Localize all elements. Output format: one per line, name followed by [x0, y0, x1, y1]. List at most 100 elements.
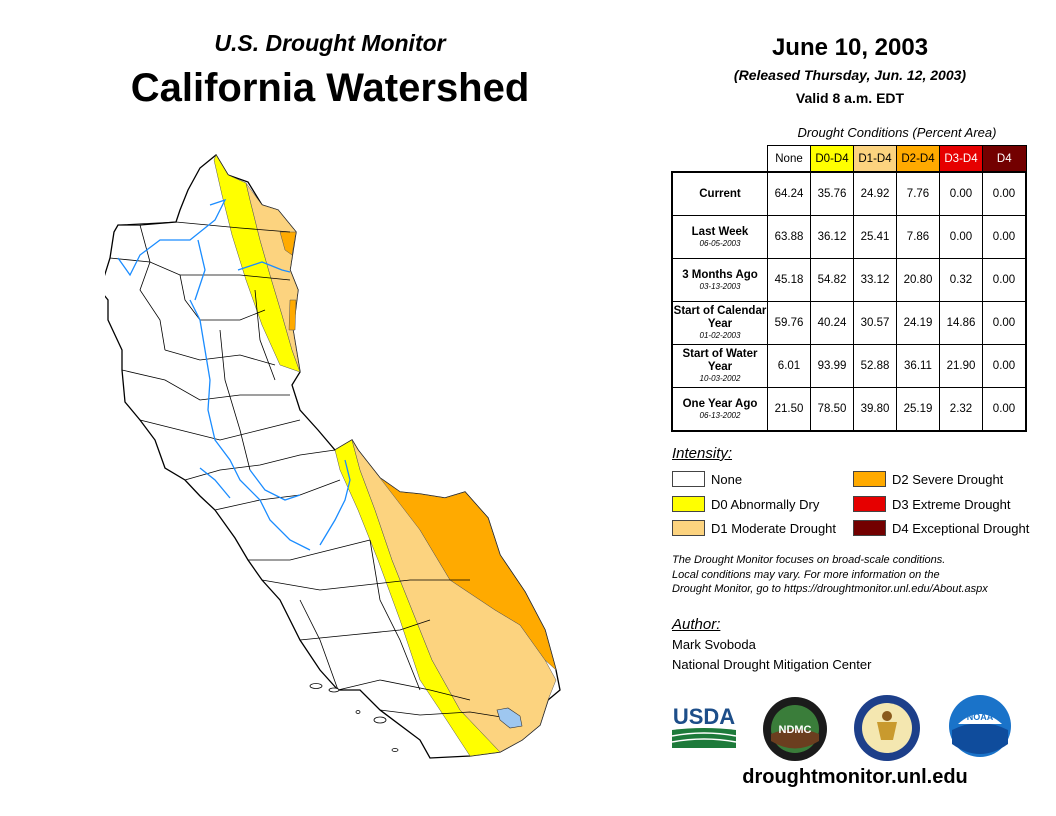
author-org: National Drought Mitigation Center	[672, 657, 872, 672]
table-cell: 7.86	[896, 215, 940, 259]
table-cell: 0.00	[982, 258, 1027, 302]
legend-swatch	[853, 520, 886, 536]
table-cell: 6.01	[767, 344, 811, 388]
table-cell: 21.90	[939, 344, 983, 388]
table-cell: 39.80	[853, 387, 897, 432]
table-cell: 24.92	[853, 171, 897, 216]
table-cell: 14.86	[939, 301, 983, 345]
table-caption: Drought Conditions (Percent Area)	[797, 125, 997, 140]
table-cell: 63.88	[767, 215, 811, 259]
legend-item-d4: D4 Exceptional Drought	[853, 520, 1029, 536]
table-row: 3 Months Ago 03-13-2003 45.18 54.82 33.12 20.…	[671, 258, 1027, 302]
intensity-heading: Intensity:	[672, 445, 733, 462]
svg-text:USDA: USDA	[673, 704, 735, 729]
col-none: None	[767, 145, 811, 173]
table-cell: 30.57	[853, 301, 897, 345]
legend-item-none: None	[672, 471, 742, 487]
channel-islands	[309, 683, 399, 752]
noaa-logo: NOAA	[949, 695, 1011, 757]
table-cell: 64.24	[767, 171, 811, 216]
legend-item-d2: D2 Severe Drought	[853, 471, 1003, 487]
table-cell: 52.88	[853, 344, 897, 388]
table-row: Start of Calendar Year 01-02-2003 59.76 40.…	[671, 301, 1027, 345]
table-cell: 7.76	[896, 171, 940, 216]
table-row: One Year Ago 06-13-2002 21.50 78.50 39.80 25.…	[671, 387, 1027, 432]
table-cell: 59.76	[767, 301, 811, 345]
d2-area-south	[379, 477, 557, 671]
svg-text:NOAA: NOAA	[967, 712, 994, 722]
table-cell: 36.11	[896, 344, 940, 388]
author-name: Mark Svoboda	[672, 637, 756, 652]
table-cell: 25.19	[896, 387, 940, 432]
table-cell: 40.24	[810, 301, 854, 345]
valid-time: Valid 8 a.m. EDT	[795, 90, 905, 106]
table-row: Current 64.24 35.76 24.92 7.76 0.00 0.00	[671, 171, 1027, 216]
table-cell: 36.12	[810, 215, 854, 259]
table-cell: 0.00	[939, 171, 983, 216]
d1-area-north	[245, 182, 301, 373]
author-heading: Author:	[672, 616, 721, 633]
row-label: Last Week 06-05-2003	[671, 215, 768, 259]
row-label: One Year Ago 06-13-2002	[671, 387, 768, 432]
map-subtitle: U.S. Drought Monitor	[214, 30, 446, 56]
legend-swatch	[672, 471, 705, 487]
legend-item-d0: D0 Abnormally Dry	[672, 496, 819, 512]
legend-swatch	[672, 496, 705, 512]
d2-area-north	[279, 231, 297, 256]
drought-conditions-table: None D0-D4 D1-D4 D2-D4 D3-D4 D4 Current 6…	[671, 145, 1027, 432]
table-cell: 33.12	[853, 258, 897, 302]
table-cell: 0.00	[982, 301, 1027, 345]
table-row: Start of Water Year 10-03-2002 6.01 93.99 52…	[671, 344, 1027, 388]
legend-swatch	[672, 520, 705, 536]
table-cell: 0.00	[982, 171, 1027, 216]
row-date: 06-05-2003	[699, 238, 741, 248]
col-d2-d4: D2-D4	[896, 145, 940, 173]
row-date: 10-03-2002	[699, 374, 741, 383]
table-cell: 21.50	[767, 387, 811, 432]
table-cell: 0.00	[982, 387, 1027, 432]
release-date: (Released Thursday, Jun. 12, 2003)	[733, 67, 967, 83]
legend-swatch	[853, 496, 886, 512]
footer-website: droughtmonitor.unl.edu	[742, 766, 968, 788]
legend-item-d1: D1 Moderate Drought	[672, 520, 836, 536]
table-row: Last Week 06-05-2003 63.88 36.12 25.41 7.86 0.…	[671, 215, 1027, 259]
table-header-row: None D0-D4 D1-D4 D2-D4 D3-D4 D4	[672, 145, 1027, 173]
col-d4: D4	[982, 145, 1027, 173]
table-cell: 45.18	[767, 258, 811, 302]
col-d3-d4: D3-D4	[939, 145, 983, 173]
ndmc-logo: NDMC	[763, 697, 827, 761]
table-cell: 20.80	[896, 258, 940, 302]
table-cell: 54.82	[810, 258, 854, 302]
row-date: 06-13-2002	[699, 410, 741, 420]
commerce-seal-logo	[854, 695, 920, 761]
table-cell: 0.00	[939, 215, 983, 259]
svg-text:NDMC: NDMC	[779, 724, 812, 736]
table-cell: 93.99	[810, 344, 854, 388]
map-title: California Watershed	[130, 66, 530, 110]
table-cell: 0.00	[982, 215, 1027, 259]
disclaimer-note: The Drought Monitor focuses on broad-sca…	[672, 554, 988, 595]
table-cell: 25.41	[853, 215, 897, 259]
usda-logo: USDA	[671, 704, 737, 748]
row-label: Start of Water Year 10-03-2002	[671, 344, 768, 388]
table-cell: 0.00	[982, 344, 1027, 388]
table-cell: 78.50	[810, 387, 854, 432]
row-date: 01-02-2003	[699, 331, 741, 340]
d2-area-north-2	[288, 299, 297, 331]
row-date: 03-13-2003	[699, 281, 741, 291]
col-d0-d4: D0-D4	[810, 145, 854, 173]
row-label: Start of Calendar Year 01-02-2003	[671, 301, 768, 345]
row-label: 3 Months Ago 03-13-2003	[671, 258, 768, 302]
lake	[496, 707, 523, 729]
watershed-boundaries	[109, 221, 521, 721]
legend-swatch	[853, 471, 886, 487]
california-watershed-map	[105, 154, 561, 759]
table-cell: 24.19	[896, 301, 940, 345]
row-label: Current	[671, 171, 768, 216]
col-d1-d4: D1-D4	[853, 145, 897, 173]
table-cell: 0.32	[939, 258, 983, 302]
legend-item-d3: D3 Extreme Drought	[853, 496, 1011, 512]
table-cell: 2.32	[939, 387, 983, 432]
rivers	[117, 198, 351, 551]
map-date: June 10, 2003	[771, 34, 929, 61]
